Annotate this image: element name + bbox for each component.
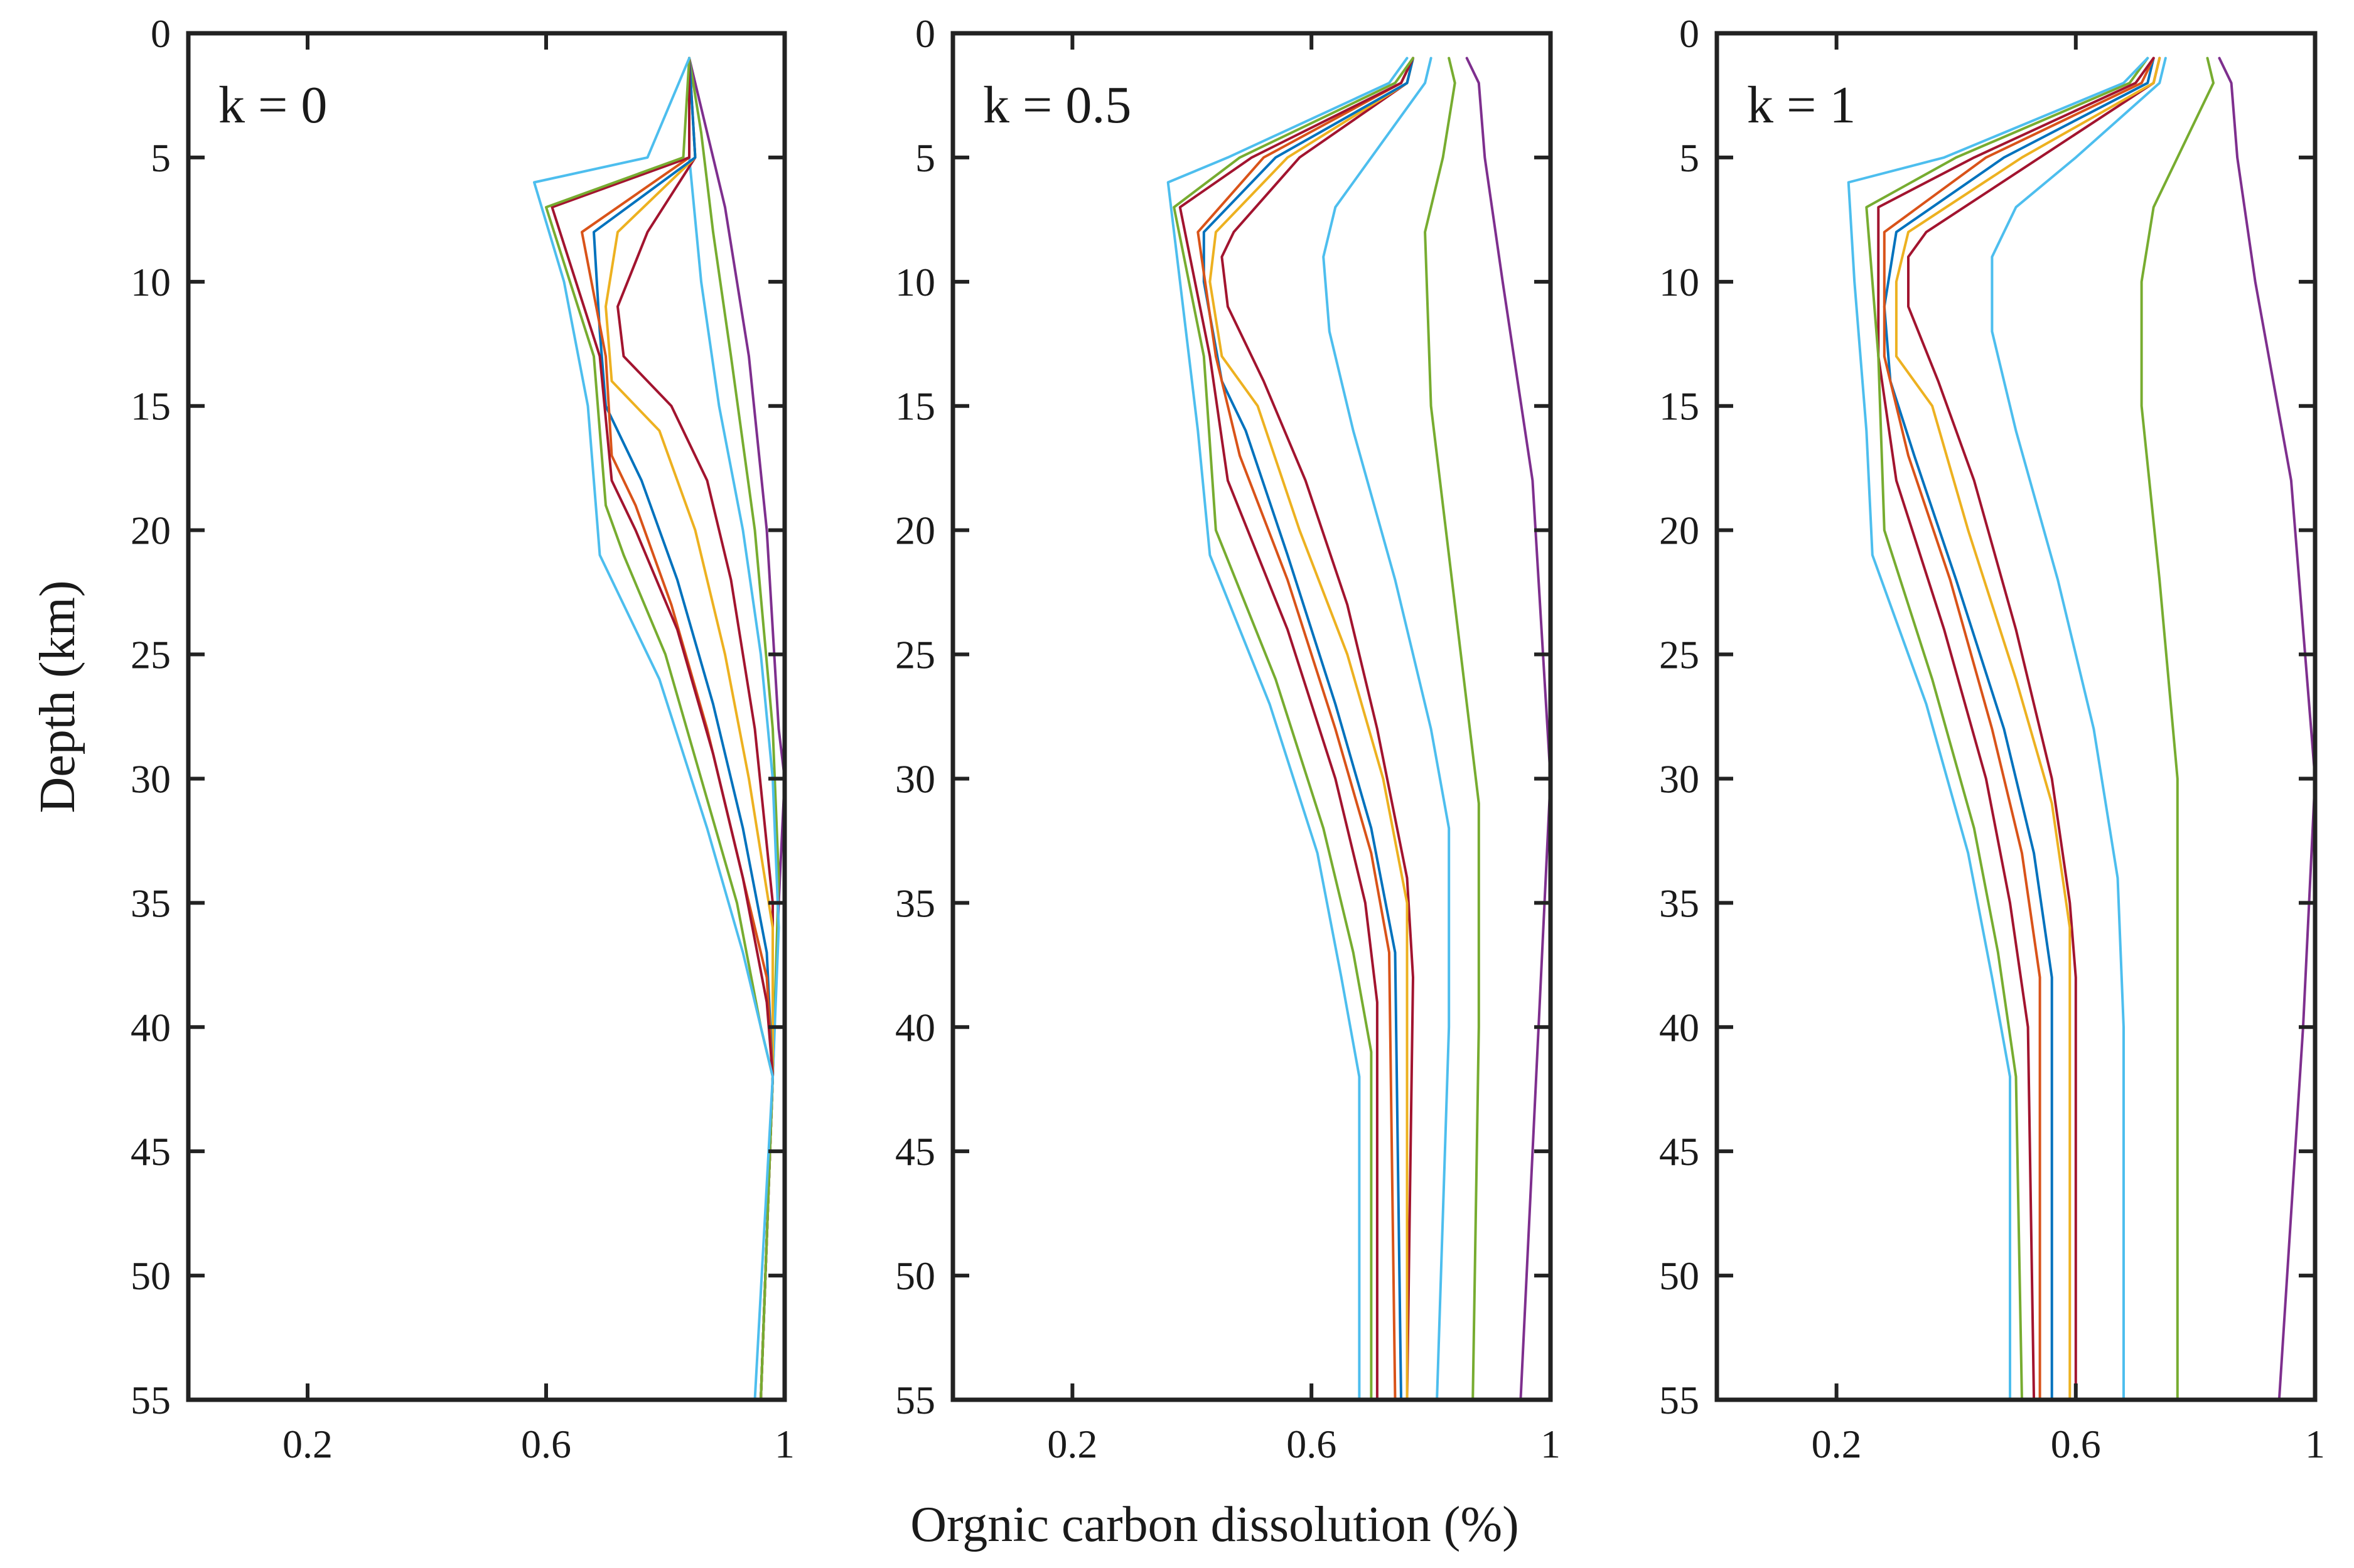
x-tick-label: 0.6 [2051, 1422, 2101, 1466]
series-line-6 [593, 56, 774, 1401]
y-tick-label: 50 [131, 1254, 171, 1298]
y-tick-label: 25 [895, 633, 935, 677]
series-line-7 [581, 56, 774, 1401]
y-tick-label: 25 [131, 633, 171, 677]
y-tick-label: 15 [895, 384, 935, 429]
series-line-10 [1166, 56, 1409, 1401]
x-tick-label: 0.2 [1047, 1422, 1097, 1466]
panel-label: k = 0.5 [983, 76, 1131, 134]
y-tick-label: 15 [131, 384, 171, 429]
y-tick-label: 35 [895, 881, 935, 925]
panel-label: k = 0 [218, 76, 327, 134]
y-tick-label: 10 [1659, 260, 1699, 304]
plot-frame [1714, 31, 2318, 1402]
series-line-2 [2140, 56, 2215, 1401]
y-tick-label: 35 [131, 881, 171, 925]
y-tick-label: 30 [895, 756, 935, 801]
panel-1: 0 5 10 15 20 25 30 35 40 45 50 55 0.2 0.6 1 k = 0 [131, 11, 795, 1466]
series-line-1 [2218, 56, 2316, 1401]
x-tick-label: 1 [775, 1422, 795, 1466]
y-tick-label: 0 [1679, 11, 1699, 56]
x-tick-label: 0.2 [1812, 1422, 1862, 1466]
y-tick-label: 40 [895, 1005, 935, 1050]
panel-label: k = 1 [1747, 76, 1856, 134]
y-tick-label: 35 [1659, 881, 1699, 925]
y-tick-label: 55 [895, 1378, 935, 1422]
y-tick-label: 55 [131, 1378, 171, 1422]
y-tick-label: 0 [151, 11, 171, 56]
panel-3: 0 5 10 15 20 25 30 35 40 45 50 55 0.2 0.6 1 k = 1 [1659, 11, 2325, 1466]
y-tick-label: 20 [1659, 508, 1699, 553]
x-axis-title: Orgnic carbon dissolution (%) [910, 1497, 1518, 1552]
series-line-5 [605, 56, 774, 1401]
series-line-8 [551, 56, 774, 1401]
x-tick-label: 0.6 [521, 1422, 571, 1466]
series-line-4 [1220, 56, 1414, 1401]
series-line-3 [1991, 56, 2167, 1401]
series-line-3 [1322, 56, 1451, 1401]
series-line-10 [1847, 56, 2149, 1401]
series-line-5 [1208, 56, 1414, 1401]
plot-frame [950, 31, 1553, 1402]
y-tick-label: 10 [131, 260, 171, 304]
series-group [1166, 56, 1552, 1401]
series-line-1 [688, 56, 786, 1401]
series-line-8 [1178, 56, 1414, 1401]
series-line-6 [1202, 56, 1414, 1401]
series-group [1847, 56, 2316, 1401]
series-line-5 [1894, 56, 2161, 1401]
x-tick-label: 1 [1540, 1422, 1561, 1466]
y-tick-label: 45 [131, 1129, 171, 1174]
y-tick-label: 45 [895, 1129, 935, 1174]
y-tick-label: 20 [131, 508, 171, 553]
series-line-9 [1865, 56, 2149, 1401]
series-line-7 [1883, 56, 2155, 1401]
series-group [533, 56, 786, 1401]
y-tick-label: 40 [131, 1005, 171, 1050]
y-tick-label: 50 [895, 1254, 935, 1298]
y-tick-label: 30 [131, 756, 171, 801]
y-tick-label: 30 [1659, 756, 1699, 801]
series-line-7 [1196, 56, 1414, 1401]
y-tick-label: 0 [915, 11, 935, 56]
y-tick-label: 10 [895, 260, 935, 304]
series-line-3 [688, 56, 780, 1401]
series-line-10 [533, 56, 774, 1401]
y-axis-title: Depth (km) [30, 580, 85, 813]
y-tick-label: 40 [1659, 1005, 1699, 1050]
y-tick-label: 55 [1659, 1378, 1699, 1422]
series-line-4 [1907, 56, 2161, 1401]
series-line-8 [1877, 56, 2155, 1401]
x-tick-label: 0.2 [282, 1422, 333, 1466]
y-tick-label: 5 [1679, 136, 1699, 180]
y-tick-label: 5 [151, 136, 171, 180]
y-tick-label: 5 [915, 136, 935, 180]
y-tick-label: 50 [1659, 1254, 1699, 1298]
series-line-9 [1173, 56, 1414, 1401]
y-tick-label: 15 [1659, 384, 1699, 429]
series-line-2 [1424, 56, 1480, 1401]
plot-frame [186, 31, 787, 1402]
x-tick-label: 0.6 [1286, 1422, 1336, 1466]
series-line-4 [616, 56, 774, 1401]
x-tick-label: 1 [2305, 1422, 2325, 1466]
y-tick-label: 45 [1659, 1129, 1699, 1174]
series-line-1 [1465, 56, 1552, 1401]
series-line-6 [1883, 56, 2155, 1401]
y-tick-label: 20 [895, 508, 935, 553]
y-tick-label: 25 [1659, 633, 1699, 677]
panel-2: 0 5 10 15 20 25 30 35 40 45 50 55 0.2 0.6 1 k = 0.5 [895, 11, 1561, 1466]
